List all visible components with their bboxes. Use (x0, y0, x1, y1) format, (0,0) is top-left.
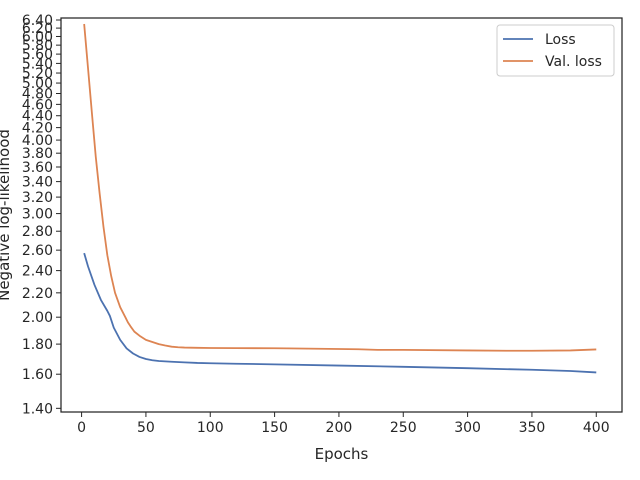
x-tick-label: 150 (261, 420, 288, 436)
y-tick-label: 3.00 (22, 207, 53, 223)
y-axis: 1.40 1.60 1.80 2.00 2.20 2.40 2.60 2.803.003.20… (22, 13, 61, 417)
legend-label-loss: Loss (545, 32, 576, 48)
y-tick-label: 3.40 (22, 175, 53, 191)
y-tick-label: 4.00 (22, 133, 53, 149)
y-tick-label: 4.40 (22, 109, 53, 125)
x-tick-label: 300 (454, 420, 481, 436)
y-tick-label: 6.00 (22, 29, 53, 45)
y-axis-label: Negative log-likelihood (0, 129, 13, 301)
y-tick-label: 2.40 (22, 264, 53, 280)
y-tick-label: 5.60 (22, 47, 53, 63)
plot-frame (60, 17, 623, 413)
series-line-val-loss (83, 23, 597, 352)
y-tick-label: 1.80 (22, 337, 53, 353)
x-tick-label: 400 (583, 420, 610, 436)
x-tick-label: 250 (390, 420, 417, 436)
y-tick-label: 6.40 (22, 13, 53, 29)
x-tick-label: 50 (137, 420, 155, 436)
y-tick-label: 5.00 (22, 76, 53, 92)
y-tick-label: 2.00 (22, 310, 53, 326)
y-tick-label: 5.80 (22, 38, 53, 54)
y-tick-label: 3.20 (22, 190, 53, 206)
legend-box (496, 24, 615, 77)
series-line-loss (83, 252, 597, 374)
y-tick-label: 2.20 (22, 286, 53, 302)
y-tick-label: 1.60 (22, 367, 53, 383)
x-axis: 0 50 100 150 200 250 300 350 400 (77, 412, 610, 436)
series-layer (83, 23, 597, 374)
x-axis-label: Epochs (315, 445, 369, 463)
y-tick-label: 3.60 (22, 160, 53, 176)
x-tick-label: 350 (519, 420, 546, 436)
y-tick-label: 2.80 (22, 224, 53, 240)
x-tick-label: 100 (197, 420, 224, 436)
legend: Loss Val. loss (496, 24, 615, 77)
y-tick-label: 4.80 (22, 86, 53, 102)
plot-area (61, 18, 622, 412)
y-tick-label: 1.40 (22, 401, 53, 417)
legend-label-val-loss: Val. loss (545, 54, 602, 70)
y-tick-label: 2.60 (22, 243, 53, 259)
y-tick-label: 3.80 (22, 146, 53, 162)
y-tick-label: 4.20 (22, 121, 53, 137)
y-tick-label: 5.40 (22, 56, 53, 72)
plot-background (61, 18, 622, 412)
y-tick-label: 6.20 (22, 21, 53, 37)
x-tick-label: 0 (77, 420, 86, 436)
y-tick-label: 4.60 (22, 97, 53, 113)
x-tick-label: 200 (326, 420, 353, 436)
y-tick-label: 5.20 (22, 66, 53, 82)
